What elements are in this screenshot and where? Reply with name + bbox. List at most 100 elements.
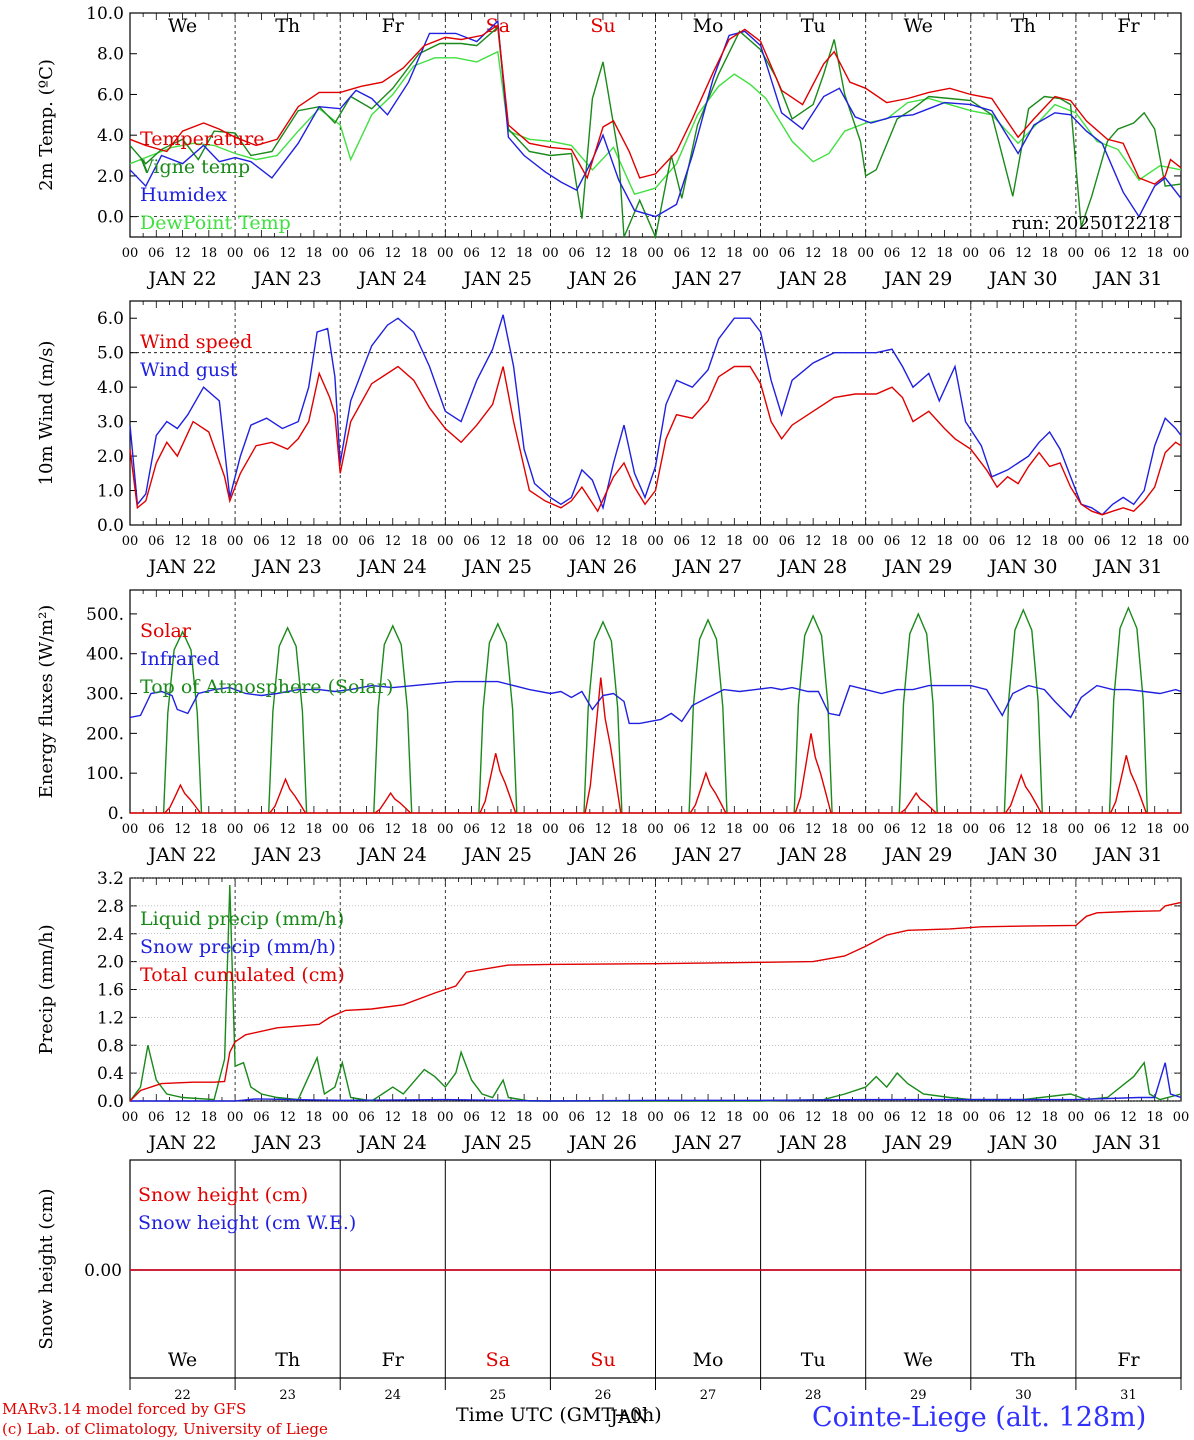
hour-tick-label: 12 [174,246,191,261]
date-label: JAN 23 [252,844,322,866]
day-number-label: 30 [1015,1388,1032,1403]
hour-tick-label: 12 [490,1110,507,1125]
hour-tick-label: 18 [306,822,323,837]
weekday-label: Th [1011,1349,1036,1371]
date-label: JAN 24 [357,844,427,866]
y-axis-title: 10m Wind (m/s) [36,341,57,486]
hour-tick-label: 00 [857,822,874,837]
hour-tick-label: 18 [1041,246,1058,261]
hour-tick-label: 06 [1094,822,1111,837]
hour-tick-label: 12 [805,246,822,261]
hour-tick-label: 12 [910,534,927,549]
date-label: JAN 22 [146,556,216,578]
hour-tick-label: 12 [595,1110,612,1125]
cumulated-line [129,901,1182,1102]
hour-tick-label: 12 [279,822,296,837]
hour-tick-label: 06 [884,822,901,837]
hour-tick-label: 00 [122,822,139,837]
solar-day [794,733,832,814]
day-number-label: 24 [384,1388,401,1403]
hour-tick-label: 18 [831,246,848,261]
hour-tick-label: 18 [726,1110,743,1125]
hour-tick-label: 18 [516,822,533,837]
hour-tick-label: 12 [174,822,191,837]
hour-tick-label: 12 [1120,246,1137,261]
hour-tick-label: 12 [700,822,717,837]
y-tick-label: 500. [86,605,124,625]
hour-tick-label: 12 [700,1110,717,1125]
y-tick-label: 6.0 [97,309,124,329]
series-line-gust [129,314,1182,516]
hour-tick-label: 06 [148,1110,165,1125]
weekday-label: We [904,15,933,37]
date-label: JAN 23 [252,268,322,290]
precip-panel: 0.0 0.4 0.8 1.2 1.6 2.0 2.4 2.8 3.2 Precip (mm/h)… [36,869,1189,1154]
toa-solar-arc [583,620,623,814]
hour-tick-label: 06 [463,534,480,549]
hour-tick-label: 00 [1173,1110,1190,1125]
hour-tick-label: 00 [542,1110,559,1125]
hour-tick-label: 06 [253,246,270,261]
plot-frame [129,12,1182,238]
hour-tick-label: 18 [1146,534,1163,549]
hour-tick-label: 12 [1015,822,1032,837]
date-label: JAN 25 [462,844,532,866]
date-label: JAN 30 [987,556,1057,578]
hour-tick-label: 18 [1146,1110,1163,1125]
date-label: JAN 24 [357,1132,427,1154]
date-label: JAN 29 [882,268,952,290]
hour-tick-label: 12 [279,1110,296,1125]
day-number-label: 29 [910,1388,927,1403]
time-axis-label: Time UTC (GMT+0h) [456,1404,662,1426]
hour-tick-label: 00 [963,246,980,261]
hour-tick-label: 18 [1041,1110,1058,1125]
y-tick-label: 1.2 [97,1008,124,1028]
hour-tick-label: 06 [358,534,375,549]
hour-tick-label: 00 [1068,822,1085,837]
hour-tick-label: 12 [384,534,401,549]
hour-tick-label: 12 [279,534,296,549]
y-tick-label: 8.0 [97,45,124,65]
hour-tick-label: 00 [122,534,139,549]
legend-entry: Top of Atmosphere (Solar) [140,676,393,698]
legend-entry: Wind speed [140,331,252,353]
solar-day [899,791,937,814]
infrared-line [129,680,1182,725]
hour-tick-label: 00 [122,246,139,261]
hour-tick-label: 12 [910,1110,927,1125]
hour-tick-label: 12 [384,1110,401,1125]
hour-tick-label: 00 [437,1110,454,1125]
hour-tick-label: 06 [884,246,901,261]
y-tick-label: 2.0 [97,953,124,973]
date-label: JAN 25 [462,1132,532,1154]
hour-tick-label: 00 [857,1110,874,1125]
hour-tick-label: 00 [752,246,769,261]
hour-tick-label: 18 [831,1110,848,1125]
hour-tick-label: 06 [148,246,165,261]
weekday-label: We [904,1349,933,1371]
date-label: JAN 28 [777,844,847,866]
hour-tick-label: 12 [1015,246,1032,261]
toa-solar-arc [162,630,203,814]
y-tick-label: 0.4 [97,1064,124,1084]
hour-tick-label: 18 [726,246,743,261]
weekday-label: Su [590,15,615,37]
hour-tick-label: 18 [201,1110,218,1125]
hour-tick-label: 00 [332,246,349,261]
date-label: JAN 26 [567,1132,637,1154]
y-tick-label: 3.0 [97,413,124,433]
date-label: JAN 31 [1092,268,1162,290]
hour-tick-label: 06 [358,246,375,261]
hour-tick-label: 18 [1146,246,1163,261]
hour-tick-label: 06 [148,822,165,837]
solar-day [689,771,727,814]
solar-day [164,783,201,814]
hour-tick-label: 00 [542,822,559,837]
hour-tick-label: 18 [201,822,218,837]
hour-tick-label: 12 [595,246,612,261]
hour-tick-label: 00 [332,822,349,837]
y-tick-label: 2.0 [97,447,124,467]
hour-tick-label: 12 [805,822,822,837]
energy-panel: 0. 100. 200. 300. 400. 500. Energy fluxes (W/m… [36,589,1189,866]
date-label: JAN 26 [567,556,637,578]
